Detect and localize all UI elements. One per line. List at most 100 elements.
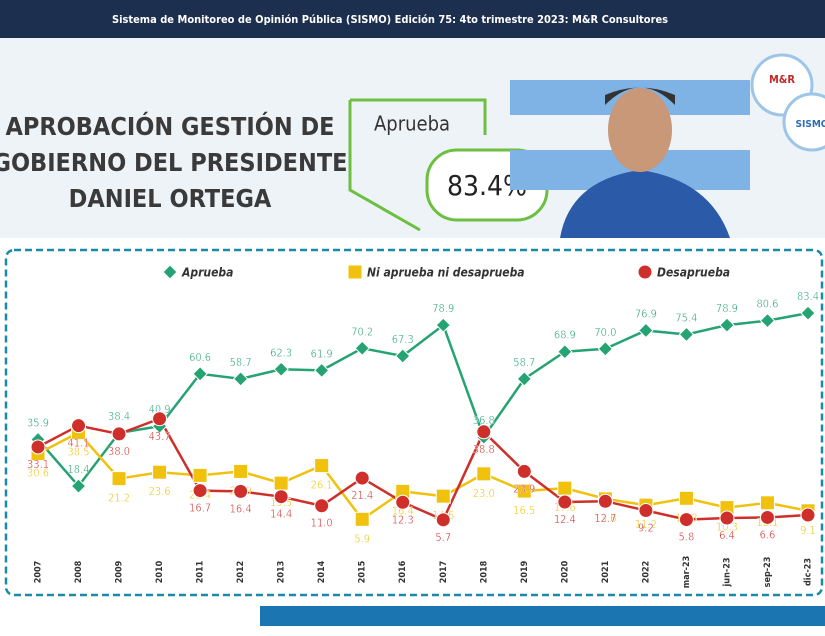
- data-label: 6.4: [719, 529, 735, 542]
- marker: [637, 264, 653, 280]
- chart-frame: [4, 248, 824, 597]
- marker: [314, 498, 330, 514]
- x-tick-label: dic-23: [804, 558, 814, 586]
- title-line: DANIEL ORTEGA: [69, 184, 272, 213]
- logo-text: M&R: [769, 73, 795, 86]
- marker: [516, 463, 532, 479]
- chart: 2007 2008 2009 2010 2011 2012 2013 2014 2015 2016…: [27, 264, 819, 589]
- x-tick-label: 2010: [155, 560, 165, 583]
- data-label: 21.2: [108, 492, 130, 505]
- data-label: 11.0: [311, 517, 333, 530]
- x-tick-label: 2009: [115, 560, 125, 583]
- legend-label: Ni aprueba ni desaprueba: [367, 266, 525, 280]
- marker: [678, 326, 695, 343]
- data-label: 18.4: [68, 463, 90, 476]
- data-label: 23.9: [513, 482, 535, 495]
- data-label: 38.8: [473, 443, 495, 456]
- marker: [557, 480, 573, 496]
- x-tick-label: 2015: [358, 560, 368, 583]
- marker: [354, 470, 370, 486]
- marker: [476, 424, 492, 440]
- data-label: 67.3: [392, 333, 414, 346]
- logo-text: SISMO: [796, 119, 825, 130]
- marker: [111, 426, 127, 442]
- x-tick-label: 2022: [641, 561, 651, 584]
- data-label: 14.4: [270, 508, 292, 521]
- marker: [192, 467, 208, 483]
- marker: [273, 475, 289, 491]
- banner-text: Sistema de Monitoreo de Opinión Pública …: [112, 13, 668, 26]
- marker: [719, 317, 735, 333]
- data-label: 10.3: [716, 521, 738, 534]
- data-label: 33.1: [27, 458, 49, 471]
- marker: [313, 362, 330, 379]
- data-label: 38.4: [108, 410, 130, 423]
- data-label: 68.9: [554, 329, 576, 342]
- portrait-face: [608, 88, 672, 172]
- marker: [233, 463, 249, 479]
- x-tick-label: 2007: [34, 561, 44, 584]
- data-label: 58.7: [513, 356, 535, 369]
- highlight-frame: [348, 98, 487, 232]
- portrait-body: [560, 170, 730, 238]
- data-label: 83.4: [797, 290, 819, 303]
- marker: [192, 483, 208, 499]
- data-label: 38.0: [108, 445, 130, 458]
- data-label: 16.4: [392, 504, 414, 517]
- marker: [638, 503, 654, 519]
- data-label: 9.1: [800, 524, 816, 537]
- marker: [516, 371, 533, 387]
- marker: [597, 493, 613, 509]
- data-label: 43.7: [149, 430, 171, 443]
- legend-label: Aprueba: [181, 266, 233, 280]
- x-tick-label: 2020: [560, 560, 570, 583]
- x-tick-label: 2011: [196, 560, 206, 583]
- data-label: 40.9: [149, 403, 171, 416]
- marker: [233, 483, 249, 499]
- x-tick-label: mar-23: [682, 556, 692, 589]
- marker: [273, 361, 289, 377]
- data-label: 61.9: [311, 347, 333, 360]
- data-label: 12.4: [554, 513, 576, 526]
- x-tick-label: 2019: [520, 560, 530, 583]
- data-label: 11.2: [635, 518, 657, 531]
- data-label: 23.0: [473, 487, 495, 500]
- data-label: 78.9: [716, 302, 738, 315]
- data-label: 70.2: [351, 325, 373, 338]
- marker: [152, 411, 168, 427]
- marker: [395, 494, 411, 510]
- marker: [273, 489, 289, 505]
- data-label: 13.6: [594, 512, 616, 525]
- data-label: 12.3: [392, 513, 414, 526]
- data-label: 36.8: [473, 414, 495, 427]
- footer-bar: [260, 606, 825, 626]
- marker: [759, 509, 775, 525]
- data-label: 76.9: [635, 307, 657, 320]
- marker: [516, 483, 532, 499]
- banner-bar: [0, 0, 825, 38]
- marker: [435, 488, 451, 504]
- title-line: GOBIERNO DEL PRESIDENTE: [0, 148, 348, 177]
- marker: [759, 495, 775, 511]
- marker: [347, 264, 363, 280]
- data-label: 75.4: [675, 311, 697, 324]
- title-line: APROBACIÓN GESTIÓN DE: [5, 111, 334, 141]
- marker: [435, 512, 451, 528]
- highlight-label: Aprueba: [374, 112, 450, 136]
- marker: [70, 478, 87, 494]
- marker: [638, 322, 654, 339]
- marker: [395, 348, 411, 364]
- data-label: 78.9: [432, 302, 454, 315]
- x-tick-label: 2013: [277, 561, 287, 584]
- marker: [800, 305, 816, 321]
- x-tick-label: sep-23: [763, 557, 773, 588]
- data-label: 12.7: [594, 512, 616, 525]
- data-label: 35.9: [27, 417, 49, 430]
- marker: [435, 317, 451, 333]
- marker: [800, 507, 816, 523]
- marker: [597, 341, 614, 357]
- x-tick-label: jun-23: [722, 558, 732, 588]
- marker: [354, 340, 370, 356]
- data-label: 9.2: [638, 522, 654, 535]
